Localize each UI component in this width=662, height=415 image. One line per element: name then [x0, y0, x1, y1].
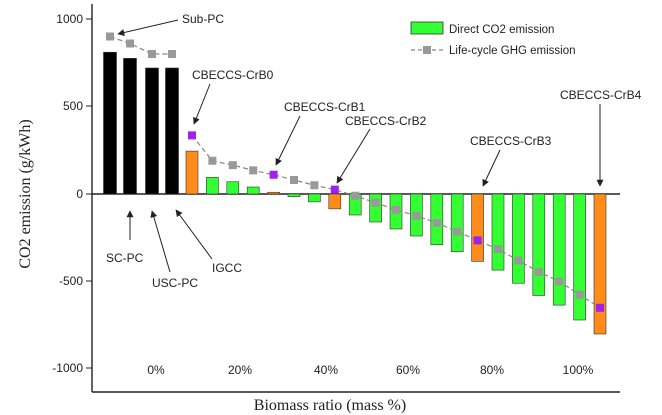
y-tick-label-neg1000: -1000 [52, 361, 83, 375]
usc-pc-arrow [150, 210, 171, 273]
legend-lifecycle-marker [423, 46, 431, 54]
sub-pc-label: Sub-PC [182, 12, 224, 26]
bar-ccs-20 [267, 191, 280, 195]
legend-direct-text: Direct CO2 emission [449, 24, 554, 36]
bar-ccs-5 [206, 177, 219, 195]
crb1-label: CBECCS-CrB1 [284, 100, 366, 114]
igcc-label: IGCC [212, 261, 242, 275]
crb1-arrow [275, 115, 301, 166]
bar-ccs-100 [593, 193, 607, 335]
marker-lifecycle-ccs-50 [392, 205, 400, 214]
crb0-label: CBECCS-CrB0 [192, 68, 274, 82]
marker-lifecycle-ccs-0 [188, 131, 196, 140]
igcc-arrow [175, 209, 213, 260]
bar-ccs-95 [573, 193, 586, 321]
marker-lifecycle-igcc [148, 50, 156, 58]
lifecycle-line-ccs [191, 134, 601, 309]
marker-lifecycle-ccs-85 [534, 267, 543, 276]
bars-group [103, 51, 607, 335]
bar-ccs-15 [246, 186, 260, 195]
bar-ccs-65 [450, 193, 464, 253]
lifecycle-line-conventional [109, 35, 172, 55]
bar-ccs-45 [369, 193, 382, 223]
marker-lifecycle-ccs-60 [432, 218, 441, 227]
y-axis-title: CO2 emission (g/kWh) [17, 119, 34, 268]
marker-lifecycle-ccs-65 [453, 227, 462, 236]
crb3-label: CBECCS-CrB3 [470, 134, 552, 148]
x-axis-title: Biomass ratio (mass %) [254, 397, 406, 414]
sc-pc-label: SC-PC [106, 251, 144, 265]
bar-ccs-25 [287, 193, 301, 197]
marker-lifecycle-ccs-70 [473, 236, 482, 245]
bar-ccs-30 [308, 193, 321, 203]
lifecycle-markers-group [106, 32, 604, 312]
bar-ccs-75 [491, 193, 505, 271]
y-tick-label-1000: 1000 [56, 12, 83, 26]
lifecycle-lines-group [109, 35, 601, 309]
crb4-label: CBECCS-CrB4 [560, 88, 642, 102]
marker-lifecycle-ccs-15 [249, 166, 258, 175]
crb2-arrow [336, 128, 371, 184]
y-tick-label-500: 500 [63, 99, 83, 113]
x-tick-label-80: 80% [480, 363, 504, 377]
marker-lifecycle-ccs-5 [208, 156, 217, 165]
x-tick-label-40: 40% [314, 363, 338, 377]
bar-conventional-sc-pc [103, 51, 117, 195]
usc-pc-label: USC-PC [152, 276, 198, 290]
marker-lifecycle-ccs-95 [575, 290, 584, 299]
marker-lifecycle-usc-pc [126, 39, 134, 48]
x-tick-label-20: 20% [228, 363, 252, 377]
marker-lifecycle-ccs-20 [269, 170, 278, 179]
y-tick-group: 1000 500 0 -500 -1000 [52, 12, 92, 375]
y-tick-label-neg500: -500 [59, 274, 83, 288]
marker-lifecycle-ccs-35 [330, 185, 339, 194]
y-tick-label-0: 0 [76, 187, 83, 201]
marker-lifecycle-sub-pc [168, 50, 176, 58]
x-tick-label-60: 60% [396, 363, 420, 377]
bar-ccs-85 [532, 193, 546, 296]
bar-conventional-usc-pc [123, 58, 137, 195]
x-tick-label-100: 100% [563, 363, 594, 377]
bar-ccs-10 [226, 181, 240, 195]
sub-pc-arrow [117, 19, 179, 36]
marker-lifecycle-ccs-80 [514, 256, 523, 265]
marker-lifecycle-ccs-55 [412, 211, 421, 220]
bar-ccs-80 [512, 193, 525, 284]
bar-conventional-sub-pc [165, 67, 179, 195]
bar-conventional-igcc [145, 67, 159, 195]
marker-lifecycle-ccs-45 [371, 198, 380, 207]
bar-ccs-35 [328, 193, 342, 210]
marker-lifecycle-ccs-90 [555, 277, 564, 286]
x-tick-label-0: 0% [147, 363, 165, 377]
marker-lifecycle-ccs-25 [290, 176, 298, 184]
legend-direct-swatch [410, 21, 444, 35]
crb2-label: CBECCS-CrB2 [345, 114, 427, 128]
bar-ccs-0 [185, 150, 199, 195]
marker-lifecycle-sc-pc [106, 32, 114, 41]
bar-ccs-70 [471, 193, 484, 262]
legend: Direct CO2 emission Life-cycle GHG emiss… [410, 21, 576, 57]
crb3-arrow [482, 149, 501, 187]
x-tick-group: 0% 20% 40% 60% 80% 100% [147, 363, 593, 377]
legend-direct-label: Direct CO2 emission [449, 24, 554, 36]
bar-ccs-90 [552, 193, 566, 306]
annotations-group: Sub-PC SC-PC USC-PC IGCC CBECCS-CrB0 CBE… [106, 12, 642, 290]
crb0-arrow [193, 83, 211, 125]
marker-lifecycle-ccs-75 [494, 245, 502, 254]
marker-lifecycle-ccs-30 [310, 181, 319, 190]
legend-lifecycle-label: Life-cycle GHG emission [449, 45, 576, 57]
marker-lifecycle-ccs-40 [351, 191, 360, 200]
marker-lifecycle-ccs-100 [596, 303, 604, 312]
marker-lifecycle-ccs-10 [228, 161, 237, 170]
